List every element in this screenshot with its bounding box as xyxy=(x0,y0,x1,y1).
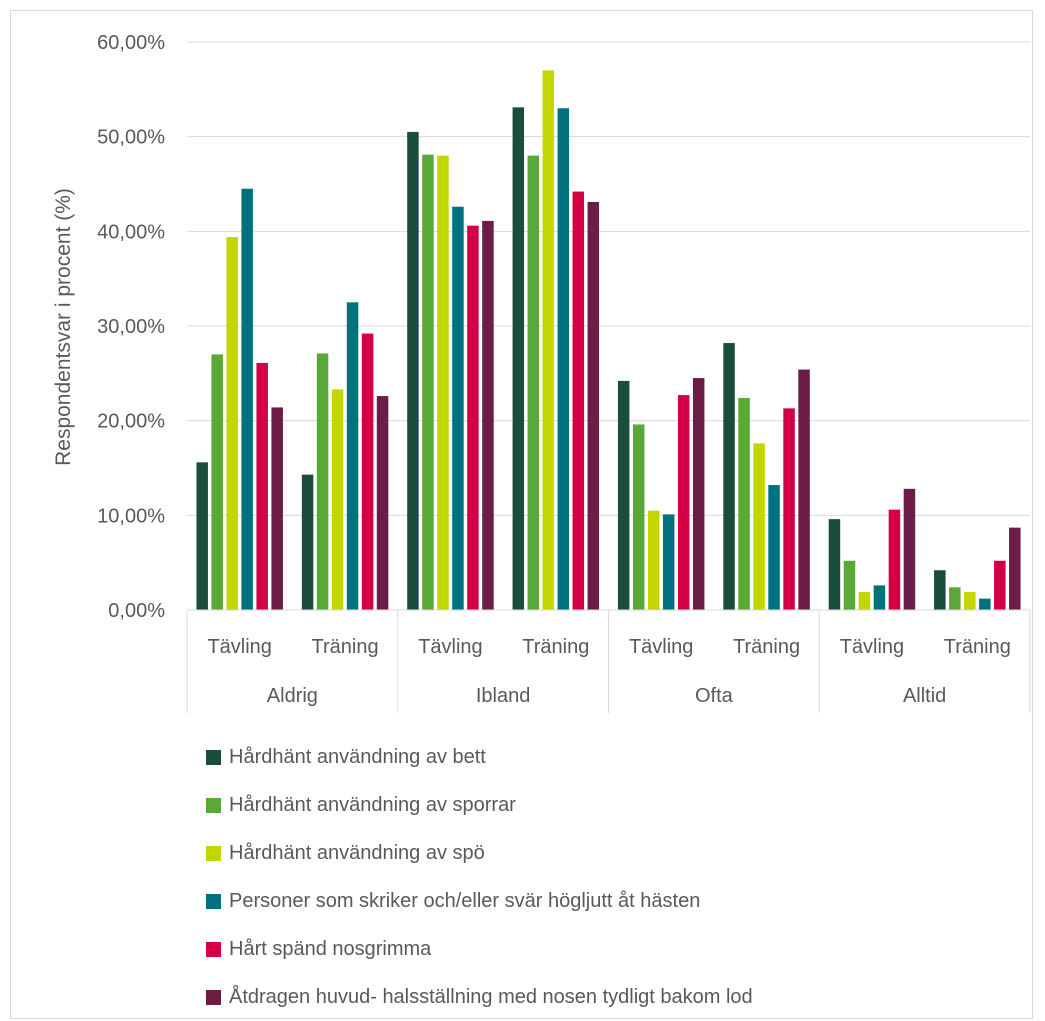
bar xyxy=(301,474,314,610)
legend-item: Hårdhänt användning av sporrar xyxy=(206,781,753,829)
bar xyxy=(271,407,283,610)
legend-item: Hårdhänt användning av spö xyxy=(206,829,753,877)
bar xyxy=(949,587,961,610)
y-tick-label: 40,00% xyxy=(97,221,165,243)
bar xyxy=(527,155,540,610)
gridlines xyxy=(187,41,1030,516)
bars xyxy=(196,70,1021,611)
x-subcategory-label: Träning xyxy=(733,636,800,658)
bar xyxy=(692,378,705,610)
legend-swatch xyxy=(206,941,221,957)
bar xyxy=(407,131,419,610)
legend-swatch xyxy=(206,797,221,813)
legend-item: Personer som skriker och/eller svär högl… xyxy=(206,877,753,925)
bar xyxy=(662,514,675,610)
legend-swatch xyxy=(206,893,221,909)
bar xyxy=(964,592,976,610)
bar xyxy=(316,353,329,610)
bar xyxy=(437,155,449,610)
legend: Hårdhänt användning av bett Hårdhänt anvä… xyxy=(206,733,753,1021)
x-group-label: Aldrig xyxy=(267,685,318,707)
y-axis-label: Respondentsvar i procent (%) xyxy=(52,188,75,466)
bar-chart: Respondentsvar i procent (%) 0,00% 10,00%… xyxy=(52,32,1031,713)
bar xyxy=(828,519,841,610)
legend-item: Åtdragen huvud- halsställning med nosen … xyxy=(206,973,753,1021)
x-subcategory-label: Tävling xyxy=(418,636,482,658)
bar xyxy=(512,107,525,610)
legend-label: Hårdhänt användning av spö xyxy=(229,841,485,864)
bar xyxy=(858,592,871,610)
bar xyxy=(873,585,886,610)
bar xyxy=(256,362,268,610)
bar xyxy=(934,570,946,610)
bar xyxy=(768,485,780,610)
legend-swatch xyxy=(206,845,221,861)
bar xyxy=(647,510,660,610)
bar xyxy=(482,220,494,611)
bar xyxy=(888,509,901,610)
legend-swatch xyxy=(206,989,221,1005)
y-tick-label: 60,00% xyxy=(97,32,165,54)
bar xyxy=(211,354,223,610)
bar xyxy=(196,462,208,610)
bar xyxy=(753,443,765,610)
y-tick-label: 0,00% xyxy=(108,600,165,622)
bar xyxy=(542,70,555,610)
bar xyxy=(843,560,856,610)
x-axis: Tävling Träning Tävling Träning Tävling Träni… xyxy=(186,609,1031,713)
bar xyxy=(467,225,479,611)
bar xyxy=(587,201,600,610)
y-tick-label: 30,00% xyxy=(97,316,165,338)
bar xyxy=(361,333,374,610)
bar xyxy=(677,395,690,610)
legend-item: Hårt spänd nosgrimma xyxy=(206,925,753,973)
bar xyxy=(994,560,1006,610)
x-group-label: Ibland xyxy=(476,685,531,707)
bar xyxy=(241,188,253,610)
x-subcategory-label: Tävling xyxy=(629,636,693,658)
legend-swatch xyxy=(206,749,221,765)
bar xyxy=(376,396,389,610)
bar xyxy=(226,237,238,610)
x-subcategory-label: Träning xyxy=(944,636,1011,658)
bar xyxy=(738,397,750,610)
bar xyxy=(331,389,344,610)
legend-label: Åtdragen huvud- halsställning med nosen … xyxy=(229,985,753,1008)
bar xyxy=(979,598,991,610)
bar xyxy=(632,424,645,610)
x-subcategory-label: Träning xyxy=(522,636,589,658)
bar xyxy=(798,369,810,610)
bar xyxy=(572,191,585,610)
x-subcategory-label: Tävling xyxy=(207,636,271,658)
bar xyxy=(903,488,916,610)
bar xyxy=(617,380,630,610)
legend-label: Personer som skriker och/eller svär högl… xyxy=(229,889,701,912)
y-axis-ticks: 0,00% 10,00% 20,00% 30,00% 40,00% 50,00% 60,00… xyxy=(97,32,165,622)
x-subcategory-label: Träning xyxy=(312,636,379,658)
y-tick-label: 10,00% xyxy=(97,505,165,527)
bar xyxy=(783,408,795,610)
x-subcategory-label: Tävling xyxy=(840,636,904,658)
bar xyxy=(557,108,570,611)
legend-label: Hårdhänt användning av bett xyxy=(229,745,486,768)
bar xyxy=(452,206,464,610)
legend-item: Hårdhänt användning av bett xyxy=(206,733,753,781)
x-group-label: Ofta xyxy=(695,685,734,707)
bar xyxy=(723,343,735,610)
legend-label: Hårt spänd nosgrimma xyxy=(229,937,432,960)
y-tick-label: 50,00% xyxy=(97,127,165,149)
bar xyxy=(422,154,434,611)
bar xyxy=(346,302,359,610)
x-group-label: Alltid xyxy=(903,685,946,707)
bar xyxy=(1009,527,1021,610)
y-tick-label: 20,00% xyxy=(97,411,165,433)
legend-label: Hårdhänt användning av sporrar xyxy=(229,793,516,816)
